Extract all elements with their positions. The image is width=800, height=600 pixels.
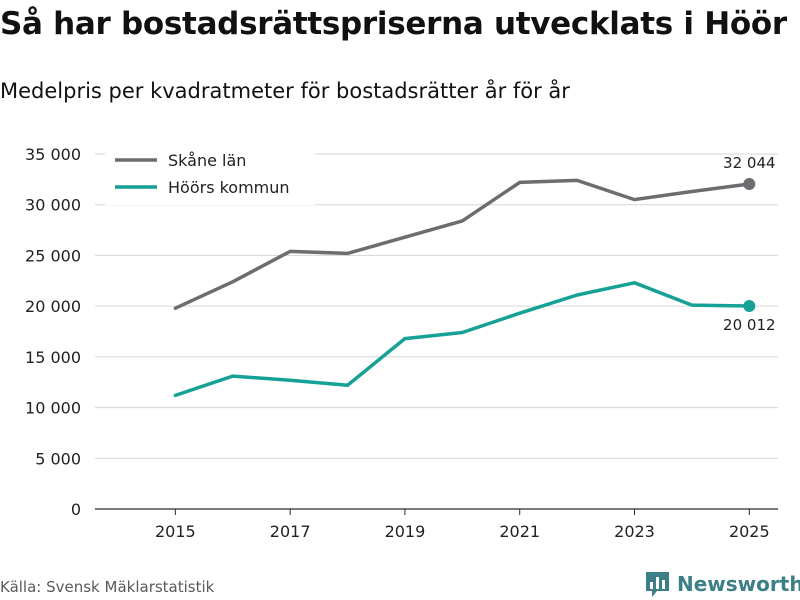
series-line-skane <box>173 178 752 310</box>
end-marker <box>743 177 756 190</box>
brand-name: Newsworthy <box>677 572 800 596</box>
end-marker <box>743 300 756 313</box>
chart-title: Så har bostadsrättspriserna utvecklats i… <box>0 6 787 42</box>
x-tick-label: 2021 <box>499 522 540 541</box>
y-tick-label: 30 000 <box>25 196 81 215</box>
end-value-label: 20 012 <box>723 316 776 334</box>
end-value-label: 32 044 <box>723 154 776 172</box>
x-tick-label: 2015 <box>155 522 196 541</box>
series-line-hoor <box>173 281 752 398</box>
source-note: Källa: Svensk Mäklarstatistik <box>0 578 215 596</box>
x-tick-label: 2019 <box>385 522 426 541</box>
y-tick-label: 0 <box>71 500 81 519</box>
y-tick-label: 5 000 <box>35 449 81 468</box>
y-tick-label: 10 000 <box>25 399 81 418</box>
axis-layer: 0 5 000 10 000 15 000 20 000 25 000 30 000 35 0… <box>25 145 770 541</box>
y-tick-label: 20 000 <box>25 297 81 316</box>
series-layer <box>173 177 756 398</box>
y-tick-label: 15 000 <box>25 348 81 367</box>
bar-chart-icon <box>646 572 669 597</box>
x-tick-label: 2017 <box>270 522 311 541</box>
legend-background <box>105 147 315 205</box>
grid-layer <box>95 153 778 510</box>
data-labels: 32 044 20 012 <box>723 154 776 334</box>
legend-label: Skåne län <box>168 151 246 170</box>
y-tick-label: 25 000 <box>25 246 81 265</box>
legend-label: Höörs kommun <box>168 178 290 197</box>
y-tick-label: 35 000 <box>25 145 81 164</box>
chart-subtitle: Medelpris per kvadratmeter för bostadsrä… <box>0 79 570 103</box>
x-tick-label: 2023 <box>614 522 655 541</box>
x-tick-label: 2025 <box>729 522 770 541</box>
legend: Skåne län Höörs kommun <box>105 147 315 205</box>
brand-logo: Newsworthy <box>645 570 800 598</box>
